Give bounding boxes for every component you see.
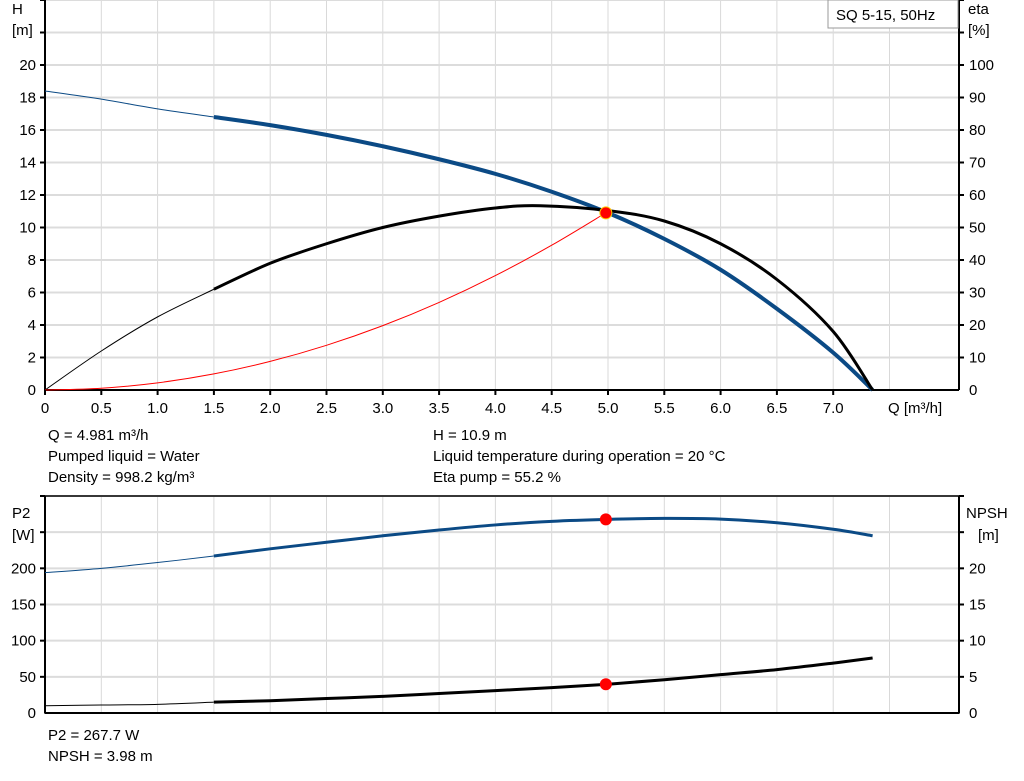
operating-point-marker xyxy=(599,206,613,220)
y-right-tick-label: 30 xyxy=(969,285,986,302)
x-tick-label: 6.5 xyxy=(766,400,787,417)
y-left-tick-label: 0 xyxy=(28,382,36,399)
x-tick-label: 3.5 xyxy=(429,400,450,417)
y-left-tick-label: 18 xyxy=(19,90,36,107)
y-right-unit: [m] xyxy=(978,527,999,544)
legend-box xyxy=(827,0,959,29)
y-left-unit: [W] xyxy=(12,527,35,544)
y-left-tick-label: 6 xyxy=(28,285,36,302)
x-tick-label: 3.0 xyxy=(372,400,393,417)
y-right-tick-label: 0 xyxy=(969,382,977,399)
y-right-tick-label: 50 xyxy=(969,220,986,237)
x-tick-label: 5.0 xyxy=(598,400,619,417)
x-tick-label: 0 xyxy=(41,400,49,417)
y-right-label: eta xyxy=(968,1,990,18)
x-tick-label: 1.0 xyxy=(147,400,168,417)
y-left-unit: [m] xyxy=(12,22,33,39)
y-right-tick-label: 10 xyxy=(969,350,986,367)
series-line-thin-0 xyxy=(44,555,214,574)
readout-temp: Liquid temperature during operation = 20… xyxy=(433,448,726,465)
y-right-tick-label: 15 xyxy=(969,597,986,614)
series-line-thin-2 xyxy=(44,212,607,391)
y-left-tick-label: 50 xyxy=(19,669,36,686)
y-right-tick-label: 10 xyxy=(969,633,986,650)
y-right-unit: [%] xyxy=(968,22,990,39)
y-left-tick-label: 16 xyxy=(19,122,36,139)
series-line-0 xyxy=(213,516,873,558)
y-right-tick-label: 5 xyxy=(969,669,977,686)
y-left-tick-label: 12 xyxy=(19,187,36,204)
readout-q: Q = 4.981 m³/h xyxy=(48,427,148,444)
readout-h: H = 10.9 m xyxy=(433,427,507,444)
x-tick-label: 2.0 xyxy=(260,400,281,417)
y-right-tick-label: 60 xyxy=(969,187,986,204)
readout-p2: P2 = 267.7 W xyxy=(48,727,140,744)
x-tick-label: 0.5 xyxy=(91,400,112,417)
y-right-tick-label: 0 xyxy=(969,705,977,722)
y-left-tick-label: 10 xyxy=(19,220,36,237)
y-right-label: NPSH xyxy=(966,505,1008,522)
x-tick-label: 6.0 xyxy=(710,400,731,417)
y-right-tick-label: 20 xyxy=(969,317,986,334)
y-right-tick-label: 100 xyxy=(969,57,994,74)
series-line-thin-1 xyxy=(44,701,214,707)
series-line-thin-0 xyxy=(44,90,214,118)
x-tick-label: 7.0 xyxy=(823,400,844,417)
series-line-1 xyxy=(213,204,874,391)
x-tick-label: 4.5 xyxy=(541,400,562,417)
y-left-tick-label: 4 xyxy=(28,317,36,334)
head-efficiency-chart: 0 2 4 6 8 10 12 14 16 18 20 0 10 20 30 40 50 60 70 80 90 100 H… xyxy=(12,0,994,417)
y-left-tick-label: 2 xyxy=(28,350,36,367)
operating-point-marker xyxy=(599,678,612,691)
y-left-tick-label: 100 xyxy=(11,633,36,650)
x-tick-label: 1.5 xyxy=(203,400,224,417)
y-left-tick-label: 0 xyxy=(28,705,36,722)
x-axis-label: Q [m³/h] xyxy=(888,400,942,417)
readout-density: Density = 998.2 kg/m³ xyxy=(48,469,194,486)
y-left-tick-label: 200 xyxy=(11,560,36,577)
power-npsh-chart: 0 50 100 150 200 0 5 10 15 20 P2 [W] NPSH [m] xyxy=(11,495,1008,722)
y-left-tick-label: 14 xyxy=(19,155,36,172)
readout-liquid: Pumped liquid = Water xyxy=(48,448,200,465)
y-left-tick-label: 8 xyxy=(28,252,36,269)
x-tick-label: 4.0 xyxy=(485,400,506,417)
y-left-label: P2 xyxy=(12,505,30,522)
y-right-tick-label: 80 xyxy=(969,122,986,139)
y-left-label: H xyxy=(12,1,23,18)
x-tick-label: 5.5 xyxy=(654,400,675,417)
series-line-thin-1 xyxy=(44,288,215,391)
y-right-tick-label: 70 xyxy=(969,155,986,172)
chart-title: SQ 5-15, 50Hz xyxy=(836,7,935,24)
y-left-tick-label: 20 xyxy=(19,57,36,74)
series-line-1 xyxy=(213,656,873,704)
series-line-0 xyxy=(213,115,874,392)
x-tick-label: 2.5 xyxy=(316,400,337,417)
y-right-tick-label: 40 xyxy=(969,252,986,269)
y-left-tick-label: 150 xyxy=(11,597,36,614)
readout-npsh: NPSH = 3.98 m xyxy=(48,748,153,765)
readout-eta: Eta pump = 55.2 % xyxy=(433,469,561,486)
y-right-tick-label: 20 xyxy=(969,560,986,577)
operating-point-marker xyxy=(599,513,612,526)
y-right-tick-label: 90 xyxy=(969,90,986,107)
